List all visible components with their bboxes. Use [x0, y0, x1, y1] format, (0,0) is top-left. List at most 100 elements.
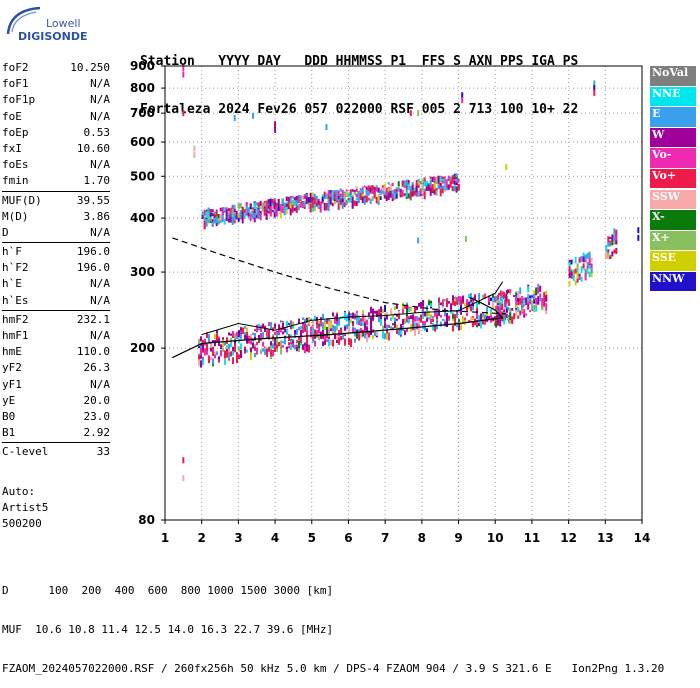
param-separator — [2, 190, 110, 192]
echo-point — [326, 339, 329, 342]
echo-point — [370, 325, 373, 331]
echo-point — [454, 296, 457, 299]
param-row: M(D) 3.86 — [2, 209, 110, 225]
echo-point — [607, 252, 610, 255]
param-value: 23.0 — [83, 409, 111, 423]
legend-item: NoVal — [650, 66, 696, 86]
echo-point — [428, 300, 431, 306]
echo-point — [438, 309, 441, 316]
echo-point — [441, 188, 444, 194]
echo-point — [507, 317, 510, 321]
param-row: C-level 33 — [2, 444, 110, 460]
echo-point — [291, 200, 294, 207]
echo-point — [261, 202, 264, 211]
echo-point — [490, 311, 493, 317]
echo-point — [250, 334, 253, 340]
echo-point — [456, 297, 459, 302]
echo-point — [333, 193, 336, 200]
echo-point — [209, 210, 212, 214]
echo-point — [437, 175, 440, 184]
echo-point — [446, 300, 449, 308]
echo-point — [501, 303, 504, 311]
echo-point — [225, 209, 228, 217]
echo-point — [206, 343, 209, 351]
echo-point — [590, 270, 593, 278]
echo-point — [223, 207, 226, 212]
echo-point — [219, 214, 222, 221]
echo-point — [397, 188, 400, 192]
echo-point — [253, 207, 256, 214]
echo-point — [372, 308, 375, 315]
echo-point — [499, 302, 502, 308]
echo-point — [318, 333, 321, 341]
echo-point — [427, 184, 430, 191]
echo-point — [276, 348, 279, 352]
echo-point — [435, 188, 438, 191]
echo-point — [637, 227, 640, 234]
param-row: foF1p N/A — [2, 92, 110, 108]
echo-point — [539, 297, 542, 302]
echo-point — [615, 249, 618, 255]
legend-item: SSW — [650, 189, 696, 210]
echo-point — [182, 457, 185, 464]
echo-point — [336, 327, 339, 331]
echo-point — [460, 305, 463, 312]
x-tick-label: 2 — [198, 531, 206, 545]
echo-point — [312, 334, 315, 341]
echo-point — [358, 329, 361, 332]
echo-point — [314, 330, 317, 335]
echo-point — [578, 274, 581, 280]
echo-point — [490, 314, 493, 320]
echo-point — [426, 312, 429, 321]
echo-point — [235, 215, 238, 219]
echo-point — [338, 337, 341, 345]
echo-point — [244, 335, 247, 340]
echo-point — [407, 193, 410, 199]
echo-point — [269, 210, 272, 217]
param-value: N/A — [90, 293, 110, 307]
echo-point — [506, 289, 509, 295]
echo-point — [574, 259, 577, 264]
echo-point — [389, 183, 392, 191]
echo-point — [318, 325, 321, 333]
echo-point — [588, 271, 591, 278]
echo-point — [572, 276, 575, 281]
echo-point — [303, 203, 306, 207]
echo-point — [611, 234, 614, 241]
echo-point — [280, 320, 283, 323]
echo-point — [210, 340, 213, 348]
echo-point — [394, 321, 397, 328]
echo-point — [223, 218, 226, 225]
echo-point — [280, 347, 283, 355]
echo-point — [339, 195, 342, 202]
echo-point — [509, 289, 512, 293]
echo-point — [228, 349, 231, 353]
echo-point — [404, 318, 407, 324]
echo-point — [482, 315, 485, 319]
echo-point — [312, 321, 315, 326]
echo-point — [267, 209, 270, 214]
echo-point — [309, 204, 312, 209]
echo-point — [296, 328, 299, 335]
echo-point — [300, 334, 303, 342]
echo-point — [377, 197, 380, 206]
echo-point — [420, 302, 423, 309]
param-row: fmin 1.70 — [2, 173, 110, 189]
echo-point — [342, 332, 345, 340]
echo-point — [222, 347, 225, 353]
echo-point — [326, 319, 329, 324]
echo-point — [472, 315, 475, 319]
legend-item: NNW — [650, 271, 696, 292]
param-value: 10.250 — [70, 61, 110, 74]
echo-point — [408, 316, 411, 319]
echo-point — [568, 272, 571, 276]
echo-point — [286, 328, 289, 335]
echo-point — [214, 351, 217, 357]
echo-point — [447, 184, 450, 190]
echo-point — [517, 315, 520, 319]
echo-point — [348, 337, 351, 345]
echo-point — [500, 296, 503, 301]
echo-point — [260, 325, 263, 333]
echo-point — [240, 352, 243, 359]
echo-point — [207, 207, 210, 212]
